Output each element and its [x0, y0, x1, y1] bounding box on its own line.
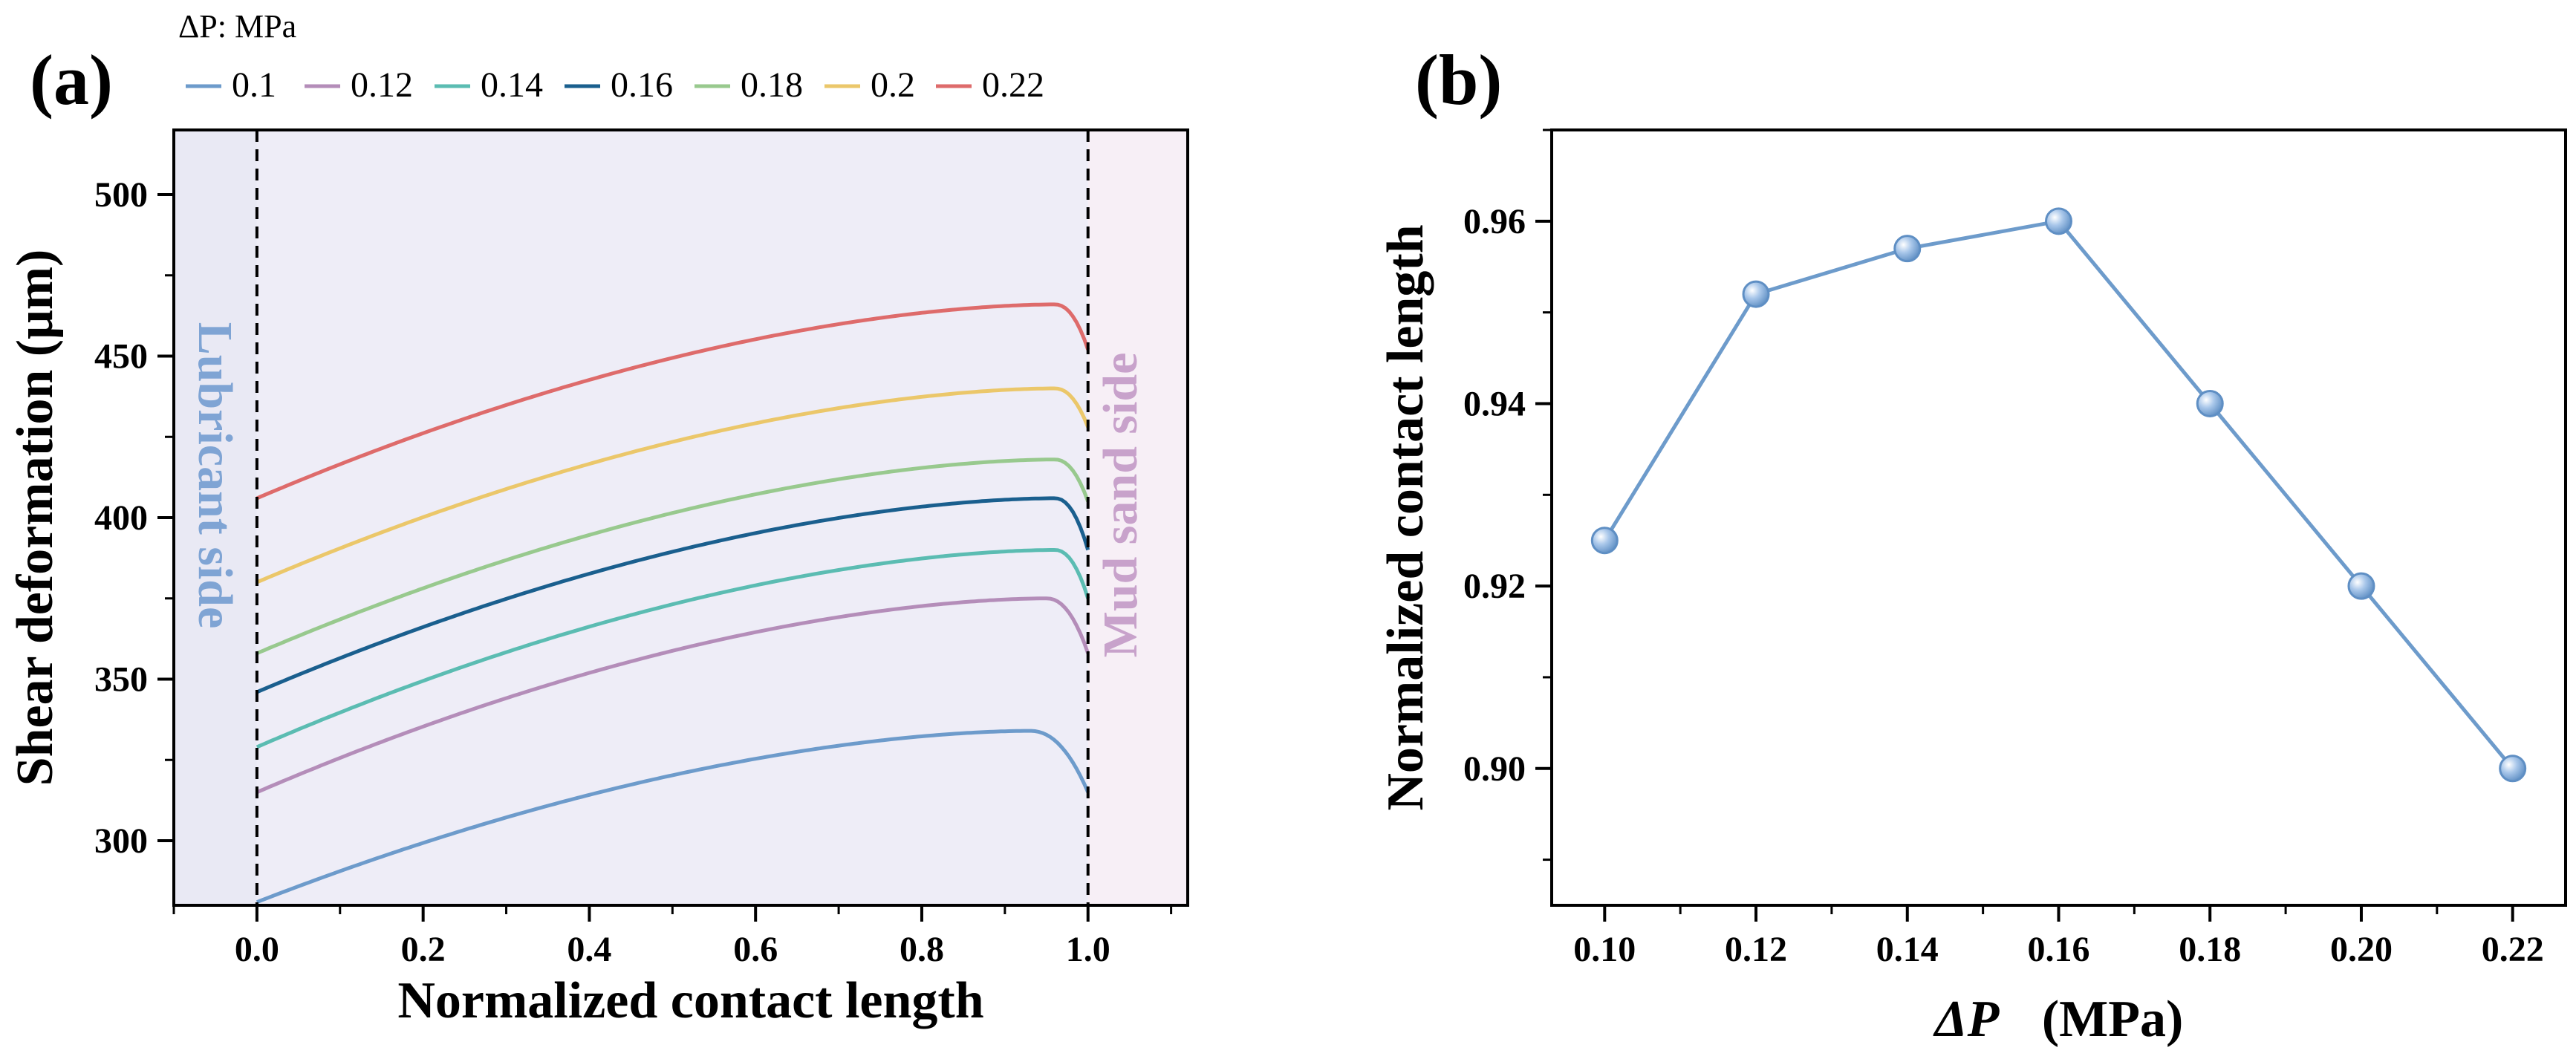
panel-a-label: (a) — [30, 40, 113, 120]
x-tick-label-a-2: 0.4 — [567, 930, 611, 969]
data-point-b-2 — [1893, 235, 1922, 263]
legend-label-0.12: 0.12 — [351, 65, 413, 105]
x-tick-label-a-5: 1.0 — [1066, 930, 1110, 969]
lubricant-region — [174, 130, 257, 905]
series-line-0.12 — [256, 596, 1090, 795]
y-tick-label-a-3: 450 — [94, 337, 148, 377]
y-axis-title-b: Normalized contact length — [1377, 224, 1434, 810]
x-tick-label-b-2: 0.14 — [1876, 930, 1939, 969]
x-axis-title-a: Normalized contact length — [397, 972, 983, 1029]
x-tick-label-b-4: 0.18 — [2179, 930, 2241, 969]
y-tick-label-b-1: 0.92 — [1463, 567, 1526, 606]
lubricant-side-label: Lubricant side — [188, 322, 242, 629]
series-line-0.2 — [256, 386, 1090, 584]
series-line-0.18 — [256, 457, 1090, 655]
x-tick-label-b-5: 0.20 — [2330, 930, 2393, 969]
series-line-0.22 — [256, 302, 1090, 501]
mud-sand-side-label: Mud sand side — [1093, 353, 1148, 658]
panel-b: (b) 0.10 0.12 0.14 0.16 0.18 0.20 0.22 0.90 0.92… — [1377, 40, 2567, 1048]
y-tick-label-b-3: 0.96 — [1463, 202, 1526, 241]
y-tick-label-a-0: 300 — [94, 821, 148, 861]
data-point-b-5 — [2347, 572, 2375, 600]
contact-region — [256, 130, 1088, 905]
series-line-b — [1603, 219, 2514, 770]
x-tick-label-b-6: 0.22 — [2482, 930, 2544, 969]
data-point-b-1 — [1742, 280, 1770, 308]
legend-label-0.18: 0.18 — [741, 65, 803, 105]
legend-label-0.22: 0.22 — [982, 65, 1044, 105]
data-point-b-4 — [2196, 389, 2224, 417]
data-point-b-3 — [2045, 207, 2072, 235]
x-axis-title-b-symbol: ΔP — [1933, 991, 2000, 1048]
legend-label-0.16: 0.16 — [611, 65, 673, 105]
x-tick-label-a-3: 0.6 — [733, 930, 778, 969]
x-tick-label-b-0: 0.10 — [1573, 930, 1636, 969]
y-axis-title-a: Shear deformation (μm) — [7, 250, 64, 786]
x-tick-label-a-1: 0.2 — [401, 930, 446, 969]
plot-b-frame — [1550, 128, 2567, 907]
legend-title: ΔP: MPa — [178, 8, 296, 45]
y-tick-label-a-4: 500 — [94, 175, 148, 215]
legend-a: ΔP: MPa 0.1 0.12 0.14 0.16 0.18 0.2 0.22 — [178, 8, 1044, 105]
series-line-0.1 — [256, 729, 1090, 905]
x-tick-label-a-0: 0.0 — [235, 930, 279, 969]
legend-label-0.2: 0.2 — [871, 65, 915, 105]
x-axis-title-b: ΔP (MPa) — [1933, 991, 2184, 1048]
data-point-b-6 — [2499, 755, 2527, 783]
data-point-b-0 — [1590, 527, 1619, 555]
y-tick-label-a-1: 350 — [94, 660, 148, 700]
mud-sand-region — [1087, 130, 1188, 905]
y-tick-label-b-0: 0.90 — [1463, 749, 1526, 789]
x-axis-title-b-unit: (MPa) — [2042, 991, 2183, 1048]
series-line-0.16 — [256, 496, 1090, 694]
x-tick-label-a-4: 0.8 — [900, 930, 944, 969]
panel-a: (a) ΔP: MPa 0.1 0.12 0.14 0.16 0.18 0.2 0.22 0… — [7, 8, 1189, 1029]
legend-label-0.14: 0.14 — [481, 65, 543, 105]
y-tick-label-b-2: 0.94 — [1463, 384, 1526, 423]
x-tick-label-b-3: 0.16 — [2028, 930, 2090, 969]
panel-b-label: (b) — [1415, 40, 1502, 120]
legend-label-0.1: 0.1 — [232, 65, 276, 105]
x-tick-label-b-1: 0.12 — [1725, 930, 1787, 969]
series-line-0.14 — [256, 548, 1090, 749]
y-tick-label-a-2: 400 — [94, 498, 148, 538]
